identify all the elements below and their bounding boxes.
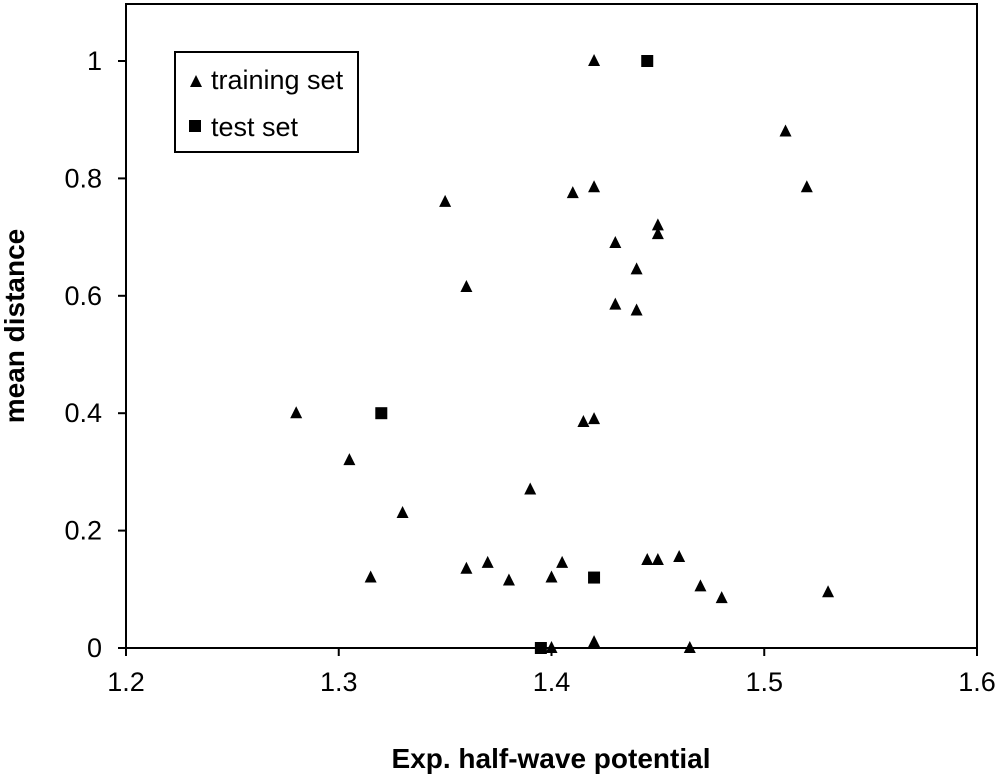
training-set-point xyxy=(822,585,835,598)
x-axis-title: Exp. half-wave potential xyxy=(392,743,711,774)
x-tick-label: 1.2 xyxy=(107,667,145,697)
y-tick-label: 0.2 xyxy=(64,516,102,546)
training-set-point xyxy=(545,570,558,583)
x-tick-label: 1.4 xyxy=(533,667,571,697)
legend-label-training-set: training set xyxy=(211,65,344,95)
y-tick-label: 0.6 xyxy=(64,281,102,311)
legend: training set test set xyxy=(174,51,359,153)
y-axis-title: mean distance xyxy=(0,229,30,424)
training-set-point xyxy=(715,591,728,604)
x-tick-label: 1.5 xyxy=(745,667,783,697)
training-set-point xyxy=(630,303,643,316)
training-set-point xyxy=(694,579,707,592)
training-set-point xyxy=(651,552,664,565)
test-set-point xyxy=(641,55,654,67)
test-set-point xyxy=(588,571,601,584)
y-tick-label: 0 xyxy=(87,633,102,663)
training-set-point xyxy=(641,552,654,565)
training-set-point xyxy=(577,415,590,428)
training-set-point xyxy=(556,555,569,568)
training-set-point xyxy=(588,635,601,648)
training-set-point xyxy=(588,54,601,66)
training-set-point xyxy=(651,227,664,240)
y-tick-label: 0.8 xyxy=(64,163,102,193)
legend-square-icon xyxy=(189,120,201,132)
training-set-point xyxy=(683,641,696,653)
training-set-point xyxy=(460,279,473,292)
x-tick-label: 1.3 xyxy=(320,667,358,697)
training-set-point xyxy=(566,186,579,199)
training-set-point xyxy=(460,561,473,574)
y-tick-label: 0.4 xyxy=(64,398,102,428)
training-set-point xyxy=(364,570,377,583)
training-set-point xyxy=(630,262,643,275)
y-tick-label: 1 xyxy=(87,46,102,76)
training-set-point xyxy=(439,194,452,207)
training-set-point xyxy=(524,482,537,495)
training-set-point xyxy=(673,550,686,563)
training-set-point xyxy=(290,406,303,419)
data-points xyxy=(290,54,835,654)
test-set-point xyxy=(375,407,388,420)
training-set-point xyxy=(396,505,409,518)
training-set-point xyxy=(481,555,494,568)
training-set-point xyxy=(779,124,792,137)
training-set-point xyxy=(502,573,515,586)
training-set-point xyxy=(800,180,813,193)
y-axis: 0 0.2 0.4 0.6 0.8 1 xyxy=(64,46,126,663)
legend-label-test-set: test set xyxy=(211,112,299,142)
training-set-point xyxy=(588,412,601,425)
training-set-point xyxy=(651,218,664,231)
training-set-point xyxy=(545,641,558,653)
training-set-point xyxy=(609,297,622,310)
training-set-point xyxy=(343,453,356,466)
test-set-point xyxy=(534,642,547,654)
training-set-point xyxy=(609,235,622,248)
legend-box xyxy=(174,51,359,153)
legend-triangle-icon xyxy=(190,75,202,87)
training-set-point xyxy=(588,180,601,193)
x-tick-label: 1.6 xyxy=(958,667,996,697)
x-axis: 1.2 1.3 1.4 1.5 1.6 xyxy=(107,648,996,697)
